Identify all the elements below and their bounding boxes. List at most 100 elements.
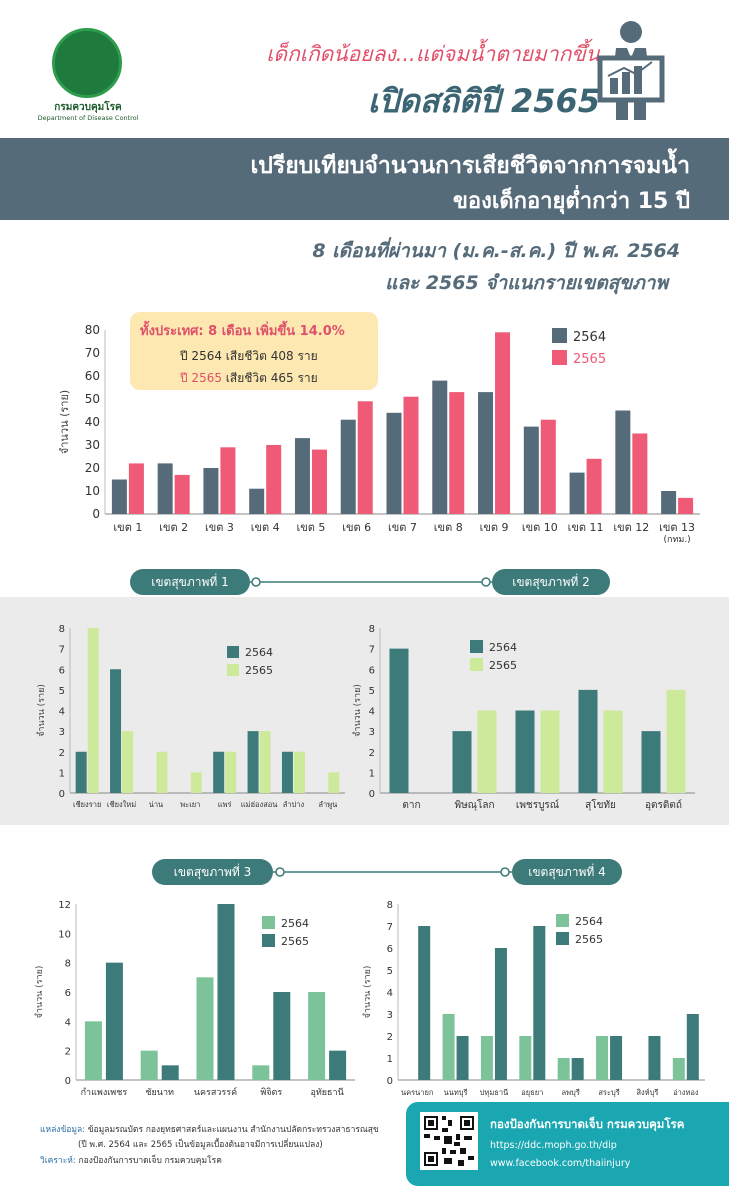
- legend-swatch-2565: [262, 934, 275, 947]
- bar-2564: [452, 731, 472, 793]
- footer-analysis: วิเคราะห์: กองป้องกันการบาดเจ็บ กรมควบคุ…: [40, 1153, 222, 1167]
- bar-2564: [111, 479, 127, 514]
- y-tick-label: 20: [85, 461, 100, 475]
- x-tick-label: นครนายก: [401, 1088, 433, 1097]
- x-tick-label: ลพบุรี: [562, 1088, 580, 1097]
- legend-label-2564: 2564: [573, 330, 606, 345]
- bar-2564: [308, 992, 326, 1080]
- x-tick-label: ชัยนาท: [145, 1088, 174, 1098]
- logo-english-name: Department of Disease Control: [37, 114, 139, 122]
- x-tick-label: เขต 2: [159, 521, 188, 534]
- bar-2565: [540, 710, 560, 793]
- bar-2565: [418, 926, 431, 1080]
- y-tick-label: 6: [59, 665, 65, 676]
- x-tick-label: เขต 5: [297, 521, 326, 534]
- bar-2564: [203, 468, 219, 514]
- bar-2565: [571, 1058, 584, 1080]
- zone-3-chart: 0 2 4 6 8 10 12 จำนวน (ราย) กำแพงเพชร ชัยนาท นครสว…: [34, 900, 355, 1098]
- bar-2564: [140, 1050, 158, 1080]
- bar-2565: [540, 419, 556, 514]
- bar-2565: [122, 731, 134, 793]
- x-tick-label: เขต 13: [659, 521, 695, 534]
- legend-swatch-2564: [227, 646, 239, 658]
- y-tick-label: 8: [369, 624, 375, 635]
- y-tick-label: 12: [58, 900, 71, 911]
- y-tick-label: 3: [59, 727, 65, 738]
- bar-2565: [259, 731, 271, 793]
- pill-zone-1: เขตสุขภาพที่ 1: [130, 569, 250, 595]
- y-tick-label: 6: [65, 988, 71, 999]
- footer-source-label: แหล่งข้อมูล:: [40, 1125, 86, 1135]
- callout-line-2564: ปี 2564 เสียชีวิต 408 ราย: [180, 349, 318, 363]
- bar-2565: [686, 1014, 699, 1080]
- bar-2565: [586, 458, 602, 514]
- x-tick-label: เขต 1: [113, 521, 142, 534]
- qr-code-icon[interactable]: [420, 1112, 478, 1170]
- bar-2564: [432, 380, 448, 514]
- y-tick-label: 2: [369, 748, 375, 759]
- y-axis-label: จำนวน (ราย): [36, 684, 47, 737]
- ddc-seal-icon: [52, 28, 122, 98]
- y-axis-label: จำนวน (ราย): [34, 966, 45, 1019]
- callout-year-2565: ปี 2565: [180, 371, 222, 385]
- bar-2564: [157, 463, 173, 514]
- y-tick-label: 30: [85, 438, 100, 452]
- y-tick-label: 2: [65, 1047, 71, 1058]
- y-tick-label: 1: [387, 1054, 393, 1065]
- banner-title-line-2: ของเด็กอายุต่ำกว่า 15 ปี: [452, 189, 690, 214]
- callout-line-2565: ปี 2565 เสียชีวิต 465 ราย: [180, 369, 318, 388]
- y-tick-label: 4: [59, 707, 65, 718]
- zone-3-4-connector: [273, 867, 512, 877]
- y-tick-label: 70: [85, 346, 100, 360]
- bar-2564: [596, 1036, 609, 1080]
- footer-source-note: (ปี พ.ศ. 2564 และ 2565 เป็นข้อมูลเบื้องต…: [78, 1140, 323, 1150]
- bar-2564: [340, 419, 356, 514]
- x-tick-label: เขต 12: [613, 521, 649, 534]
- y-tick-label: 1: [59, 768, 65, 779]
- y-tick-label: 80: [85, 323, 100, 337]
- x-tick-label: เขต 9: [480, 521, 509, 534]
- bar-2564: [84, 1021, 102, 1080]
- bar-2565: [632, 433, 648, 514]
- x-tick-label: อยุธยา: [521, 1088, 543, 1097]
- x-tick-label: เขต 10: [522, 521, 558, 534]
- y-tick-label: 3: [369, 727, 375, 738]
- y-tick-label: 40: [85, 415, 100, 429]
- bar-2564: [661, 491, 677, 514]
- y-tick-label: 4: [387, 988, 393, 999]
- y-tick-label: 8: [387, 900, 393, 911]
- legend-label-2565: 2565: [575, 933, 603, 946]
- bar-2565: [449, 392, 465, 514]
- footer-website-link[interactable]: https://ddc.moph.go.th/dip: [490, 1140, 617, 1151]
- y-tick-label: 5: [387, 966, 393, 977]
- bar-2565: [174, 474, 190, 514]
- zone-1-2-connector: [250, 577, 492, 587]
- legend-swatch-2564: [470, 640, 483, 653]
- y-tick-label: 6: [387, 944, 393, 955]
- footer-facebook-link[interactable]: www.facebook.com/thaiinjury: [490, 1158, 631, 1169]
- banner-title-line-1: เปรียบเทียบจำนวนการเสียชีวิตจากการจมน้ำ: [250, 153, 690, 179]
- bar-2564: [523, 426, 539, 514]
- main-chart: 0 10 20 30 40 50 60 70 80 จำนวน (ราย) เขต 1 เขต 2 เข…: [58, 323, 700, 545]
- y-tick-label: 3: [387, 1010, 393, 1021]
- y-tick-label: 2: [387, 1032, 393, 1043]
- y-tick-label: 8: [59, 624, 65, 635]
- bar-2565: [128, 463, 144, 514]
- bar-2565: [678, 497, 694, 514]
- x-tick-label: ปทุมธานี: [480, 1088, 509, 1097]
- x-tick-label: แพร่: [218, 800, 232, 809]
- y-tick-label: 0: [369, 789, 375, 800]
- bar-2565: [666, 689, 686, 793]
- subtitle-line-2: และ 2565 จำแนกรายเขตสุขภาพ: [385, 272, 668, 294]
- bar-2564: [389, 648, 409, 793]
- bar-2565: [190, 772, 202, 793]
- x-tick-label: เขต 8: [434, 521, 463, 534]
- bar-2565: [156, 751, 168, 793]
- x-tick-label: กำแพงเพชร: [81, 1087, 128, 1098]
- national-summary-callout: [130, 312, 378, 390]
- x-tick-label: เชียงใหม่: [107, 800, 136, 809]
- y-tick-label: 5: [59, 686, 65, 697]
- bar-2564: [478, 392, 494, 514]
- bar-2565: [494, 948, 507, 1080]
- bar-2564: [75, 751, 87, 793]
